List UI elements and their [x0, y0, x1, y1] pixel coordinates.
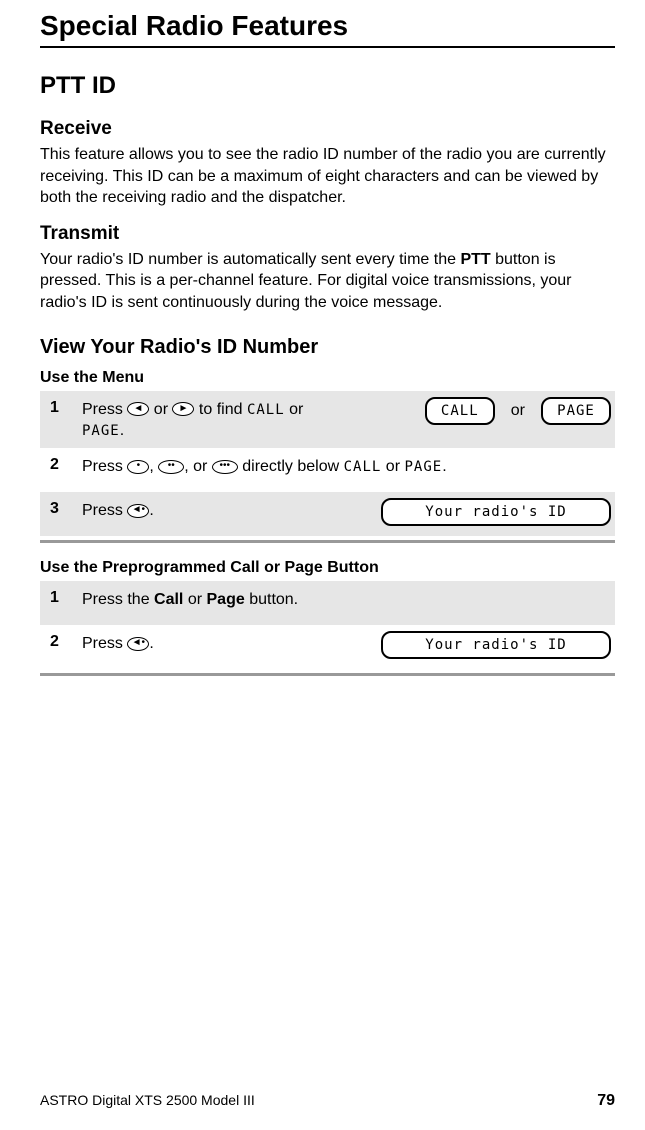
or-text: or	[505, 402, 531, 420]
receive-text: This feature allows you to see the radio…	[40, 144, 615, 209]
step-text: Press ◄•.	[82, 631, 367, 655]
use-button-heading: Use the Preprogrammed Call or Page Butto…	[40, 559, 615, 577]
section-end-rule	[40, 673, 615, 676]
button-step-2: 2 Press ◄•. Your radio's ID	[40, 625, 615, 669]
receive-heading: Receive	[40, 118, 615, 140]
step-text: Press ◄•.	[82, 498, 367, 522]
left-arrow-icon: ◄	[127, 402, 149, 416]
step-number: 3	[50, 498, 68, 518]
text-fragment: .	[120, 422, 124, 439]
ptt-label: PTT	[460, 251, 490, 268]
text-fragment: or	[381, 458, 404, 475]
text-fragment: button.	[245, 591, 298, 608]
step-number: 2	[50, 454, 68, 474]
lcd-text: CALL	[247, 402, 285, 418]
lcd-text: Your radio's ID	[425, 504, 566, 520]
transmit-text: Your radio's ID number is automatically …	[40, 249, 615, 314]
title-rule	[40, 46, 615, 48]
dot-button-icon: •	[127, 460, 149, 474]
text-fragment: , or	[184, 458, 212, 475]
lcd-display-call: CALL	[425, 397, 495, 425]
lcd-text: PAGE	[557, 403, 595, 419]
transmit-text-pre: Your radio's ID number is automatically …	[40, 251, 460, 268]
section-end-rule	[40, 540, 615, 543]
step-text: Press the Call or Page button.	[82, 587, 611, 611]
view-id-heading: View Your Radio's ID Number	[40, 336, 615, 359]
menu-step-3: 3 Press ◄•. Your radio's ID	[40, 492, 615, 536]
lcd-text: PAGE	[404, 459, 442, 475]
page-label: Page	[207, 591, 245, 608]
lcd-text: CALL	[441, 403, 479, 419]
text-fragment: Press	[82, 401, 127, 418]
lcd-display-radio-id: Your radio's ID	[381, 498, 611, 526]
step-display: Your radio's ID	[381, 498, 611, 526]
text-fragment: or	[149, 401, 172, 418]
footer-left: ASTRO Digital XTS 2500 Model III	[40, 1092, 255, 1110]
step-text: Press ◄ or ► to find CALL or PAGE.	[82, 397, 411, 442]
text-fragment: directly below	[238, 458, 344, 475]
two-dot-button-icon: ••	[158, 460, 184, 474]
text-fragment: Press the	[82, 591, 154, 608]
step-number: 2	[50, 631, 68, 651]
text-fragment: ,	[149, 458, 158, 475]
lcd-text: Your radio's ID	[425, 637, 566, 653]
text-fragment: .	[149, 502, 153, 519]
text-fragment: Press	[82, 635, 127, 652]
step-display: CALL or PAGE	[425, 397, 611, 425]
call-label: Call	[154, 591, 183, 608]
lcd-display-radio-id: Your radio's ID	[381, 631, 611, 659]
step-number: 1	[50, 587, 68, 607]
left-dot-button-icon: ◄•	[127, 637, 149, 651]
text-fragment: or	[183, 591, 206, 608]
text-fragment: Press	[82, 458, 127, 475]
step-display: Your radio's ID	[381, 631, 611, 659]
button-step-1: 1 Press the Call or Page button.	[40, 581, 615, 625]
text-fragment: to find	[194, 401, 246, 418]
right-arrow-icon: ►	[172, 402, 194, 416]
lcd-text: CALL	[344, 459, 382, 475]
use-menu-heading: Use the Menu	[40, 369, 615, 387]
page-number: 79	[597, 1092, 615, 1110]
transmit-heading: Transmit	[40, 223, 615, 245]
text-fragment: .	[442, 458, 446, 475]
left-dot-button-icon: ◄•	[127, 504, 149, 518]
page-title: Special Radio Features	[40, 10, 615, 42]
text-fragment: Press	[82, 502, 127, 519]
three-dot-button-icon: •••	[212, 460, 238, 474]
page-footer: ASTRO Digital XTS 2500 Model III 79	[40, 1092, 615, 1110]
step-text: Press •, ••, or ••• directly below CALL …	[82, 454, 611, 478]
lcd-text: PAGE	[82, 423, 120, 439]
text-fragment: or	[285, 401, 304, 418]
menu-step-1: 1 Press ◄ or ► to find CALL or PAGE. CAL…	[40, 391, 615, 448]
lcd-display-page: PAGE	[541, 397, 611, 425]
menu-step-2: 2 Press •, ••, or ••• directly below CAL…	[40, 448, 615, 492]
text-fragment: .	[149, 635, 153, 652]
step-number: 1	[50, 397, 68, 417]
section-ptt-id-heading: PTT ID	[40, 72, 615, 100]
